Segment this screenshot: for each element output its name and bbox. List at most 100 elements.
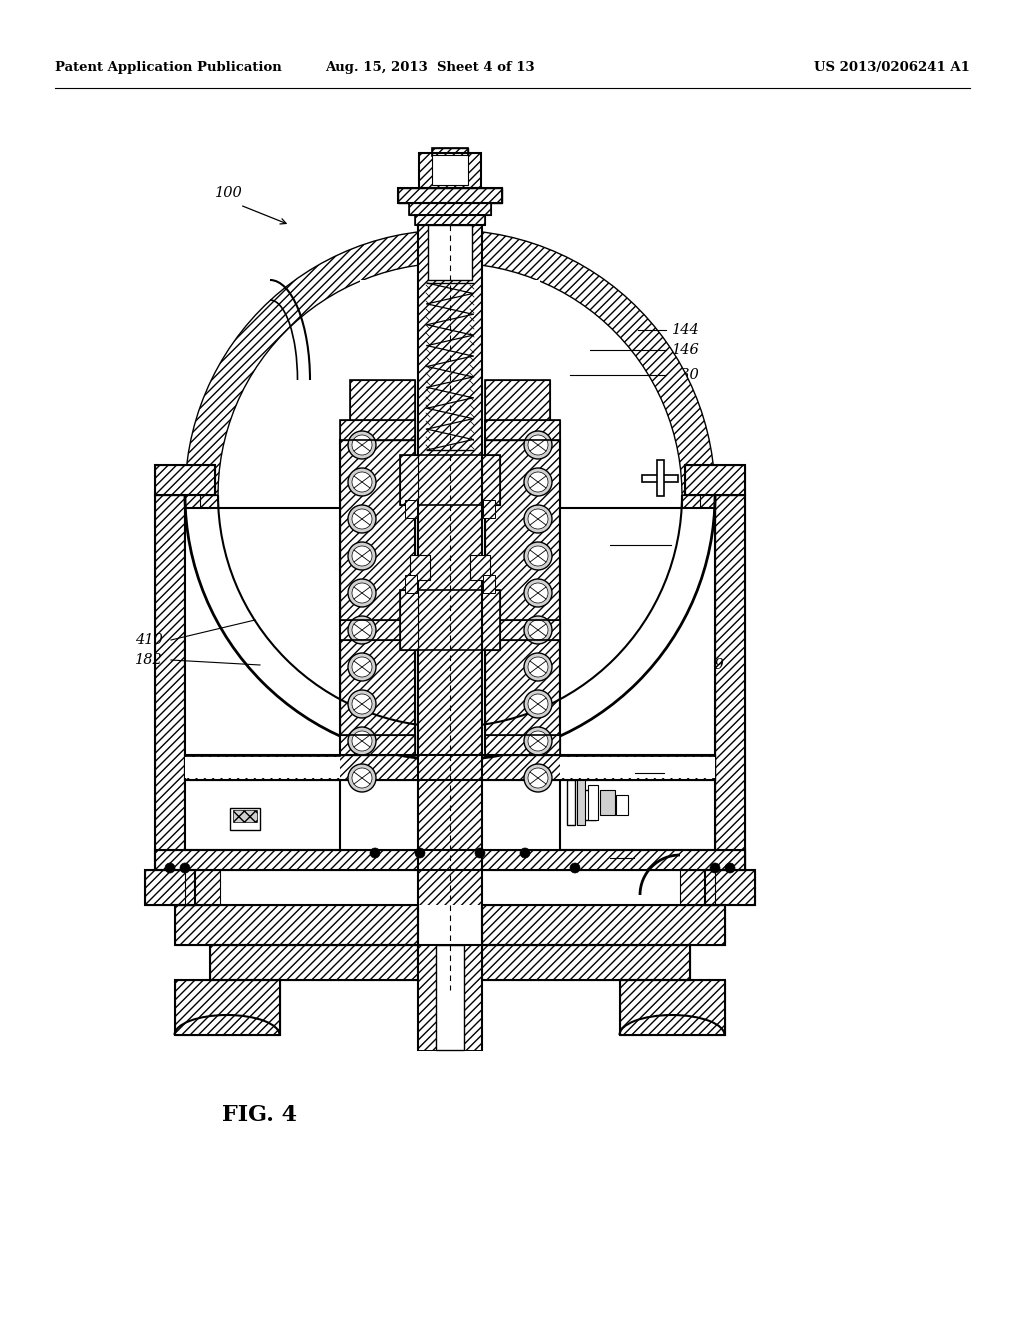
Text: 182: 182 bbox=[135, 653, 163, 667]
Circle shape bbox=[475, 847, 485, 858]
Circle shape bbox=[528, 620, 548, 640]
Circle shape bbox=[528, 436, 548, 455]
Circle shape bbox=[524, 432, 552, 459]
Circle shape bbox=[352, 620, 372, 640]
Bar bbox=[485, 620, 560, 640]
Bar bbox=[577, 780, 585, 825]
Bar bbox=[175, 979, 280, 1035]
Bar bbox=[185, 756, 340, 777]
Bar bbox=[470, 554, 490, 579]
Circle shape bbox=[524, 469, 552, 496]
Bar bbox=[620, 979, 725, 1035]
Bar bbox=[398, 187, 502, 203]
Circle shape bbox=[528, 510, 548, 529]
Text: 110: 110 bbox=[453, 993, 480, 1007]
Circle shape bbox=[524, 579, 552, 607]
Bar bbox=[155, 465, 215, 495]
Bar bbox=[685, 465, 745, 495]
Bar bbox=[145, 870, 195, 906]
Circle shape bbox=[352, 694, 372, 714]
Bar bbox=[588, 785, 598, 820]
Bar bbox=[155, 465, 215, 495]
Bar bbox=[436, 945, 464, 1049]
Circle shape bbox=[348, 543, 376, 570]
Bar bbox=[185, 495, 200, 510]
Circle shape bbox=[348, 506, 376, 533]
Circle shape bbox=[528, 583, 548, 603]
Text: 199: 199 bbox=[697, 657, 725, 672]
Text: 144: 144 bbox=[672, 323, 699, 337]
Bar bbox=[350, 380, 415, 440]
Polygon shape bbox=[185, 230, 715, 495]
Bar bbox=[419, 153, 481, 187]
Bar bbox=[567, 780, 575, 825]
Circle shape bbox=[528, 694, 548, 714]
Circle shape bbox=[528, 731, 548, 751]
Bar bbox=[409, 203, 490, 215]
Bar bbox=[185, 870, 220, 906]
Bar bbox=[185, 508, 340, 850]
Circle shape bbox=[415, 847, 425, 858]
Bar bbox=[185, 755, 715, 780]
Circle shape bbox=[348, 653, 376, 681]
Circle shape bbox=[348, 579, 376, 607]
Bar bbox=[398, 187, 502, 203]
Text: Patent Application Publication: Patent Application Publication bbox=[55, 62, 282, 74]
Circle shape bbox=[524, 727, 552, 755]
Circle shape bbox=[370, 847, 380, 858]
Circle shape bbox=[524, 690, 552, 718]
Bar bbox=[680, 870, 715, 906]
Circle shape bbox=[710, 863, 720, 873]
Circle shape bbox=[524, 616, 552, 644]
Circle shape bbox=[524, 764, 552, 792]
Bar bbox=[340, 620, 415, 640]
Bar bbox=[560, 756, 715, 777]
Bar bbox=[419, 153, 481, 187]
Bar bbox=[485, 380, 550, 440]
Bar bbox=[350, 380, 415, 440]
Bar bbox=[175, 906, 725, 945]
Circle shape bbox=[352, 473, 372, 492]
Bar bbox=[428, 224, 472, 280]
Bar bbox=[682, 495, 715, 520]
Bar bbox=[464, 945, 482, 1049]
Bar bbox=[340, 420, 415, 440]
Bar bbox=[485, 440, 560, 750]
Text: 146: 146 bbox=[672, 343, 699, 356]
Bar bbox=[340, 420, 415, 440]
Bar bbox=[155, 495, 185, 870]
Bar bbox=[210, 945, 690, 979]
Bar bbox=[340, 735, 415, 755]
Circle shape bbox=[528, 768, 548, 788]
Circle shape bbox=[180, 863, 190, 873]
Bar bbox=[600, 789, 615, 814]
Bar bbox=[406, 500, 417, 517]
Bar bbox=[409, 203, 490, 215]
Bar bbox=[485, 380, 550, 440]
Bar bbox=[360, 280, 540, 380]
Circle shape bbox=[352, 768, 372, 788]
Bar bbox=[410, 554, 430, 579]
Circle shape bbox=[165, 863, 175, 873]
Bar bbox=[340, 620, 415, 640]
Circle shape bbox=[570, 863, 580, 873]
Circle shape bbox=[524, 653, 552, 681]
Bar bbox=[340, 440, 415, 750]
Text: 186: 186 bbox=[670, 766, 697, 780]
Bar bbox=[233, 810, 257, 822]
Circle shape bbox=[348, 764, 376, 792]
Circle shape bbox=[528, 473, 548, 492]
Bar bbox=[482, 455, 500, 506]
Bar bbox=[482, 590, 500, 649]
Circle shape bbox=[524, 543, 552, 570]
Bar bbox=[415, 215, 485, 224]
Bar bbox=[483, 500, 495, 517]
Bar bbox=[616, 795, 628, 814]
Bar bbox=[685, 465, 745, 495]
Bar bbox=[155, 850, 745, 870]
Bar bbox=[418, 224, 482, 945]
Circle shape bbox=[352, 731, 372, 751]
Circle shape bbox=[348, 727, 376, 755]
Text: 100: 100 bbox=[215, 186, 243, 201]
Text: 130: 130 bbox=[672, 368, 699, 381]
